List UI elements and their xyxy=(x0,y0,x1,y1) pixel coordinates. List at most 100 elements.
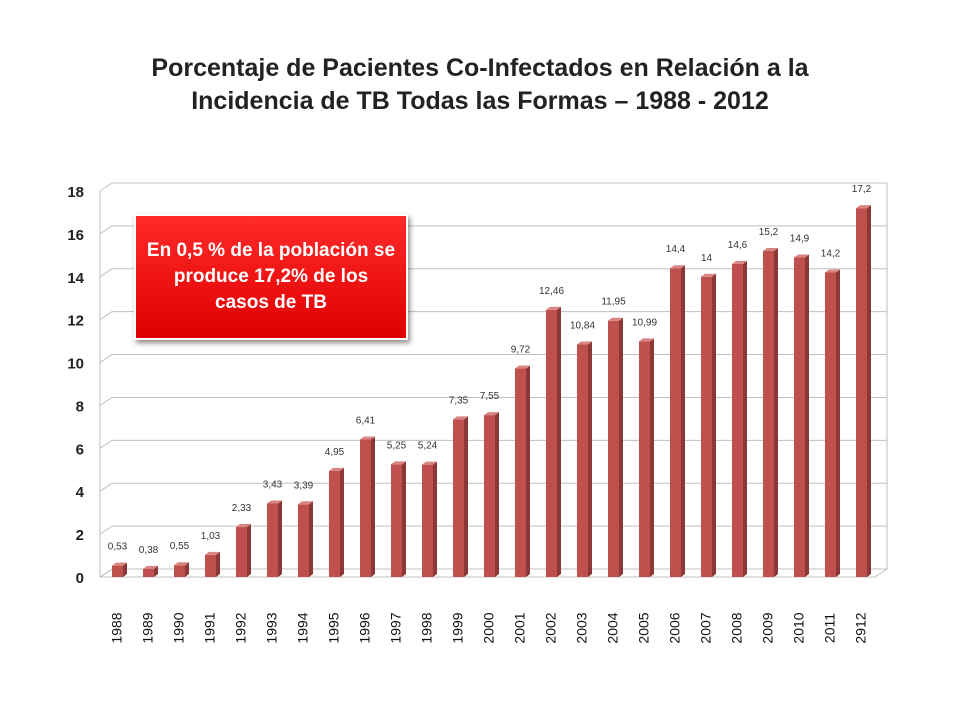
y-tick-label: 16 xyxy=(67,227,84,244)
x-tick-label: 1994 xyxy=(295,612,311,643)
x-tick-label: 2010 xyxy=(791,612,807,643)
y-tick-label: 4 xyxy=(76,484,85,501)
x-tick-label: 2005 xyxy=(636,612,652,643)
data-label: 10,84 xyxy=(570,321,595,332)
data-label: 5,25 xyxy=(387,440,407,451)
data-label: 3,39 xyxy=(294,480,314,491)
x-tick-label: 2004 xyxy=(605,612,621,643)
data-label: 17,2 xyxy=(852,184,872,195)
y-tick-label: 8 xyxy=(76,398,84,415)
x-tick-label: 1989 xyxy=(140,612,156,643)
x-tick-label: 1999 xyxy=(450,612,466,643)
x-tick-label: 2011 xyxy=(822,613,838,643)
x-tick-label: 2006 xyxy=(667,612,683,643)
chart-title: Porcentaje de Pacientes Co-Infectados en… xyxy=(40,52,920,118)
bar xyxy=(360,436,375,577)
bar xyxy=(794,254,809,577)
x-tick-label: 2912 xyxy=(853,612,869,643)
gridline xyxy=(99,439,887,449)
bar xyxy=(763,248,778,578)
chart-title-line-2: Incidencia de TB Todas las Formas – 1988… xyxy=(191,87,769,115)
data-label: 1,03 xyxy=(201,531,221,542)
bar xyxy=(143,565,158,577)
gridline xyxy=(99,354,887,363)
data-label: 12,46 xyxy=(539,286,564,297)
x-tick-label: 2002 xyxy=(543,612,559,643)
data-label: 3,43 xyxy=(263,479,283,490)
x-tick-label: 1991 xyxy=(202,612,218,643)
x-tick-label: 1997 xyxy=(388,612,404,643)
y-tick-label: 0 xyxy=(76,570,84,587)
data-label: 7,35 xyxy=(449,395,469,406)
data-label: 0,55 xyxy=(170,541,190,552)
data-label: 5,24 xyxy=(418,441,438,452)
bar xyxy=(453,416,468,577)
chart-title-line-1: Porcentaje de Pacientes Co-Infectados en… xyxy=(151,54,809,82)
bar xyxy=(546,306,561,577)
data-label: 0,53 xyxy=(108,542,128,553)
gridline xyxy=(99,182,887,192)
x-tick-label: 2001 xyxy=(512,612,528,643)
gridline xyxy=(99,525,887,535)
data-label: 2,33 xyxy=(232,503,252,514)
gridline xyxy=(99,268,887,278)
x-tick-label: 2000 xyxy=(481,612,497,643)
bar xyxy=(639,338,654,577)
x-tick-label: 1996 xyxy=(357,612,373,643)
data-label: 0,38 xyxy=(139,545,159,556)
bar xyxy=(670,265,685,577)
data-label: 14,2 xyxy=(821,248,841,259)
data-label: 15,2 xyxy=(759,227,779,238)
y-tick-label: 6 xyxy=(76,441,84,458)
gridline xyxy=(99,396,887,406)
x-tick-label: 2008 xyxy=(729,612,745,643)
x-tick-label: 1993 xyxy=(264,612,280,643)
bar xyxy=(577,341,592,577)
data-label: 14,6 xyxy=(728,240,748,251)
bar xyxy=(391,461,406,577)
y-tick-label: 10 xyxy=(67,356,84,373)
x-tick-label: 1988 xyxy=(109,612,125,643)
gridline xyxy=(99,482,887,492)
x-tick-label: 1998 xyxy=(419,612,435,643)
data-label: 6,41 xyxy=(356,416,376,427)
x-tick-label: 1990 xyxy=(171,612,187,643)
bar xyxy=(825,269,840,577)
bar xyxy=(701,273,716,577)
gridline xyxy=(99,311,887,321)
y-tick-label: 14 xyxy=(67,270,84,287)
x-tick-label: 1992 xyxy=(233,612,249,643)
y-tick-label: 18 xyxy=(67,184,84,201)
x-tick-label: 2007 xyxy=(698,612,714,643)
plot-floor xyxy=(100,568,888,578)
data-label: 7,55 xyxy=(480,391,500,402)
bar xyxy=(484,412,499,577)
annotation-callout: En 0,5 % de la población se produce 17,2… xyxy=(134,214,408,340)
bar xyxy=(329,467,344,577)
bar xyxy=(515,365,530,577)
bar xyxy=(205,551,220,577)
bar xyxy=(608,317,623,577)
bar xyxy=(174,562,189,577)
bar xyxy=(267,500,282,577)
x-tick-label: 2003 xyxy=(574,612,590,643)
x-tick-label: 1995 xyxy=(326,612,342,643)
y-tick-label: 12 xyxy=(67,313,84,330)
data-label: 14,9 xyxy=(790,233,810,244)
data-label: 10,99 xyxy=(632,317,657,328)
gridline xyxy=(99,225,887,235)
bar xyxy=(422,461,437,577)
bar xyxy=(236,524,251,577)
data-label: 11,95 xyxy=(601,297,626,308)
data-label: 9,72 xyxy=(511,345,531,356)
bar xyxy=(298,501,313,577)
bar xyxy=(112,562,127,577)
data-label: 14 xyxy=(701,253,713,264)
bar xyxy=(856,205,871,577)
data-label: 14,4 xyxy=(666,244,686,255)
x-tick-label: 2009 xyxy=(760,612,776,643)
data-label: 4,95 xyxy=(325,447,345,458)
y-tick-label: 2 xyxy=(76,527,84,544)
annotation-text: En 0,5 % de la población se produce 17,2… xyxy=(146,240,396,313)
